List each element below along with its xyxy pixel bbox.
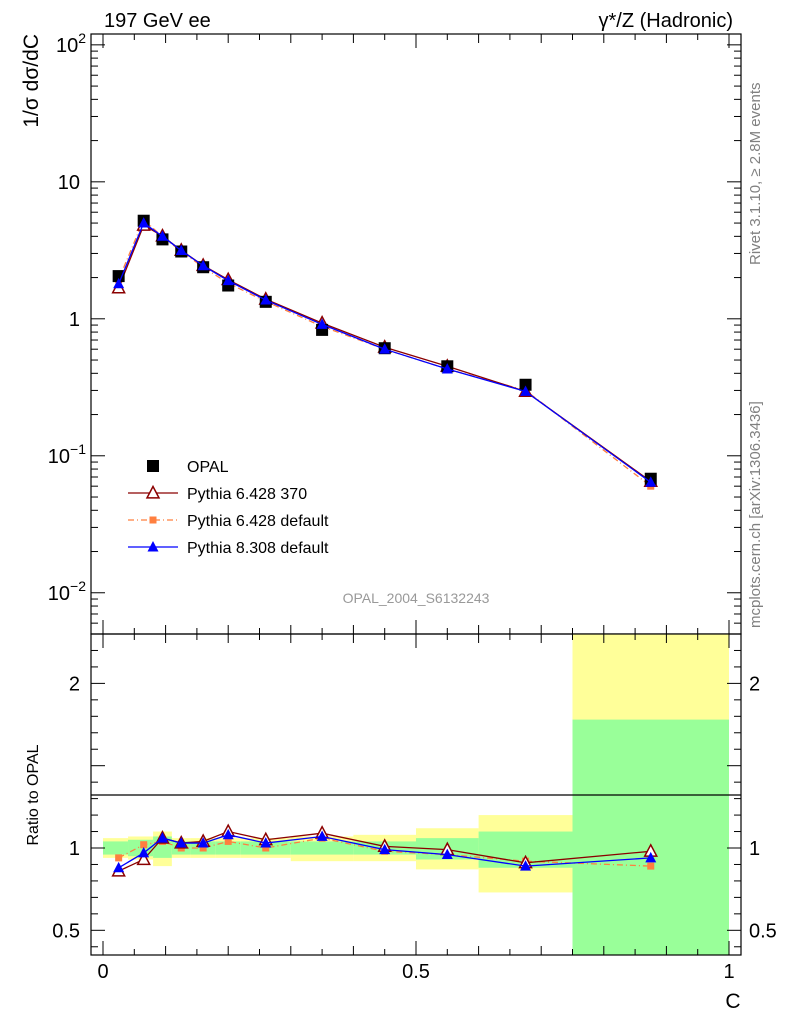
x-tick-label: 1	[723, 961, 734, 983]
main-y-tick-label: 102	[56, 30, 86, 57]
ratio-point-pythia-8-308-default	[156, 832, 168, 843]
main-panel: 102 10 1 10−1 10−2 1/σ dσ/dC OPAL_2004_S6132…	[20, 30, 742, 635]
ratio-point-pythia-8-308-default	[316, 830, 328, 841]
ratio-y-tick-label-left: 0.5	[52, 920, 80, 942]
main-point-opal	[112, 270, 125, 283]
main-point-pythia-8-308-default	[645, 476, 657, 487]
main-point-pythia-8-308-default	[260, 294, 272, 305]
ratio-point-pythia-6-428-default	[647, 862, 655, 870]
main-y-tick-label: 10−2	[48, 578, 86, 605]
ratio-series-layer	[111, 823, 658, 877]
main-y-tick-label: 10−1	[48, 441, 86, 468]
main-point-pythia-8-308-default	[138, 217, 150, 228]
ratio-band-green	[215, 841, 241, 855]
ratio-point-pythia-8-308-default	[175, 837, 187, 848]
main-point-pythia-8-308-default	[441, 363, 453, 374]
ratio-band-green	[572, 719, 729, 955]
legend-marker-pythia-8-308-default	[147, 541, 159, 552]
ratio-point-pythia-8-308-default	[441, 848, 453, 860]
ratio-point-pythia-6-428-default	[262, 844, 270, 852]
ratio-y-tick-label-left: 1	[69, 838, 80, 860]
ratio-y-tick-label-right: 1	[749, 838, 760, 860]
main-point-pythia-8-308-default	[316, 318, 328, 329]
main-series-layer	[111, 214, 658, 490]
main-point-pythia-8-308-default	[197, 259, 209, 271]
main-point-pythia-8-308-default	[520, 385, 532, 396]
legend-marker-pythia-6-428-370	[145, 484, 161, 499]
ratio-band-green	[103, 841, 129, 855]
ratio-point-pythia-6-428-370	[136, 851, 151, 866]
rivet-label: Rivet 3.1.10, ≥ 2.8M events	[747, 83, 764, 266]
x-axis-label: C	[725, 990, 740, 1013]
main-y-axis-label: 1/σ dσ/dC	[20, 34, 43, 128]
ratio-point-pythia-8-308-default	[379, 843, 391, 855]
legend-marker-pythia-6-428-default	[149, 516, 157, 524]
ratio-point-pythia-8-308-default	[645, 851, 657, 863]
ratio-point-pythia-6-428-default	[115, 854, 123, 862]
main-y-tick-label: 1	[69, 309, 80, 331]
ratio-y-tick-label-right: 0.5	[749, 920, 777, 942]
main-line-pythia-8-308-default	[118, 222, 652, 483]
main-point-pythia-8-308-default	[222, 274, 234, 286]
legend-label-pythia-8-308-default: Pythia 8.308 default	[187, 540, 329, 557]
legend-label-opal: OPAL	[187, 459, 229, 476]
ratio-point-pythia-6-428-default	[199, 844, 207, 852]
ratio-y-axis-label: Ratio to OPAL	[25, 744, 42, 845]
main-point-pythia-8-308-default	[379, 343, 391, 354]
analysis-id-label: OPAL_2004_S6132243	[343, 590, 490, 606]
mcplots-label: mcplots.cern.ch [arXiv:1306.3436]	[747, 401, 764, 628]
x-tick-label: 0.5	[402, 961, 430, 983]
ratio-y-tick-label-right: 2	[749, 673, 760, 695]
title-left: 197 GeV ee	[104, 10, 211, 32]
ratio-point-pythia-8-308-default	[520, 860, 532, 871]
title-right: γ*/Z (Hadronic)	[599, 10, 733, 32]
legend: OPAL Pythia 6.428 370 Pythia 6.428 default…	[128, 459, 329, 557]
ratio-panel: 0.5 0.5 1 1 2 2 0 0.5 1 Ratio to OPAL C	[25, 633, 777, 1013]
legend-label-pythia-6-428-370: Pythia 6.428 370	[187, 486, 307, 503]
legend-label-pythia-6-428-default: Pythia 6.428 default	[187, 513, 329, 530]
ratio-point-pythia-8-308-default	[197, 837, 209, 848]
ratio-point-pythia-6-428-default	[224, 837, 232, 845]
main-y-tick-label: 10	[58, 172, 80, 194]
main-point-pythia-8-308-default	[175, 244, 187, 256]
ratio-point-pythia-8-308-default	[138, 846, 150, 858]
main-point-pythia-8-308-default	[113, 277, 125, 289]
ratio-point-pythia-8-308-default	[260, 837, 272, 848]
main-ticks-layer: 102 10 1 10−1 10−2	[48, 30, 741, 635]
main-point-pythia-8-308-default	[156, 230, 168, 241]
ratio-band-green	[290, 841, 354, 855]
ratio-ticks-layer: 0.5 0.5 1 1 2 2 0 0.5 1	[52, 634, 777, 983]
ratio-point-pythia-8-308-default	[113, 861, 125, 873]
ratio-point-pythia-6-428-default	[140, 841, 148, 849]
ratio-y-tick-label-left: 2	[69, 673, 80, 695]
ratio-point-pythia-8-308-default	[222, 828, 234, 840]
x-tick-label: 0	[97, 961, 108, 983]
main-point-opal	[519, 378, 532, 391]
legend-marker-opal	[147, 460, 159, 472]
